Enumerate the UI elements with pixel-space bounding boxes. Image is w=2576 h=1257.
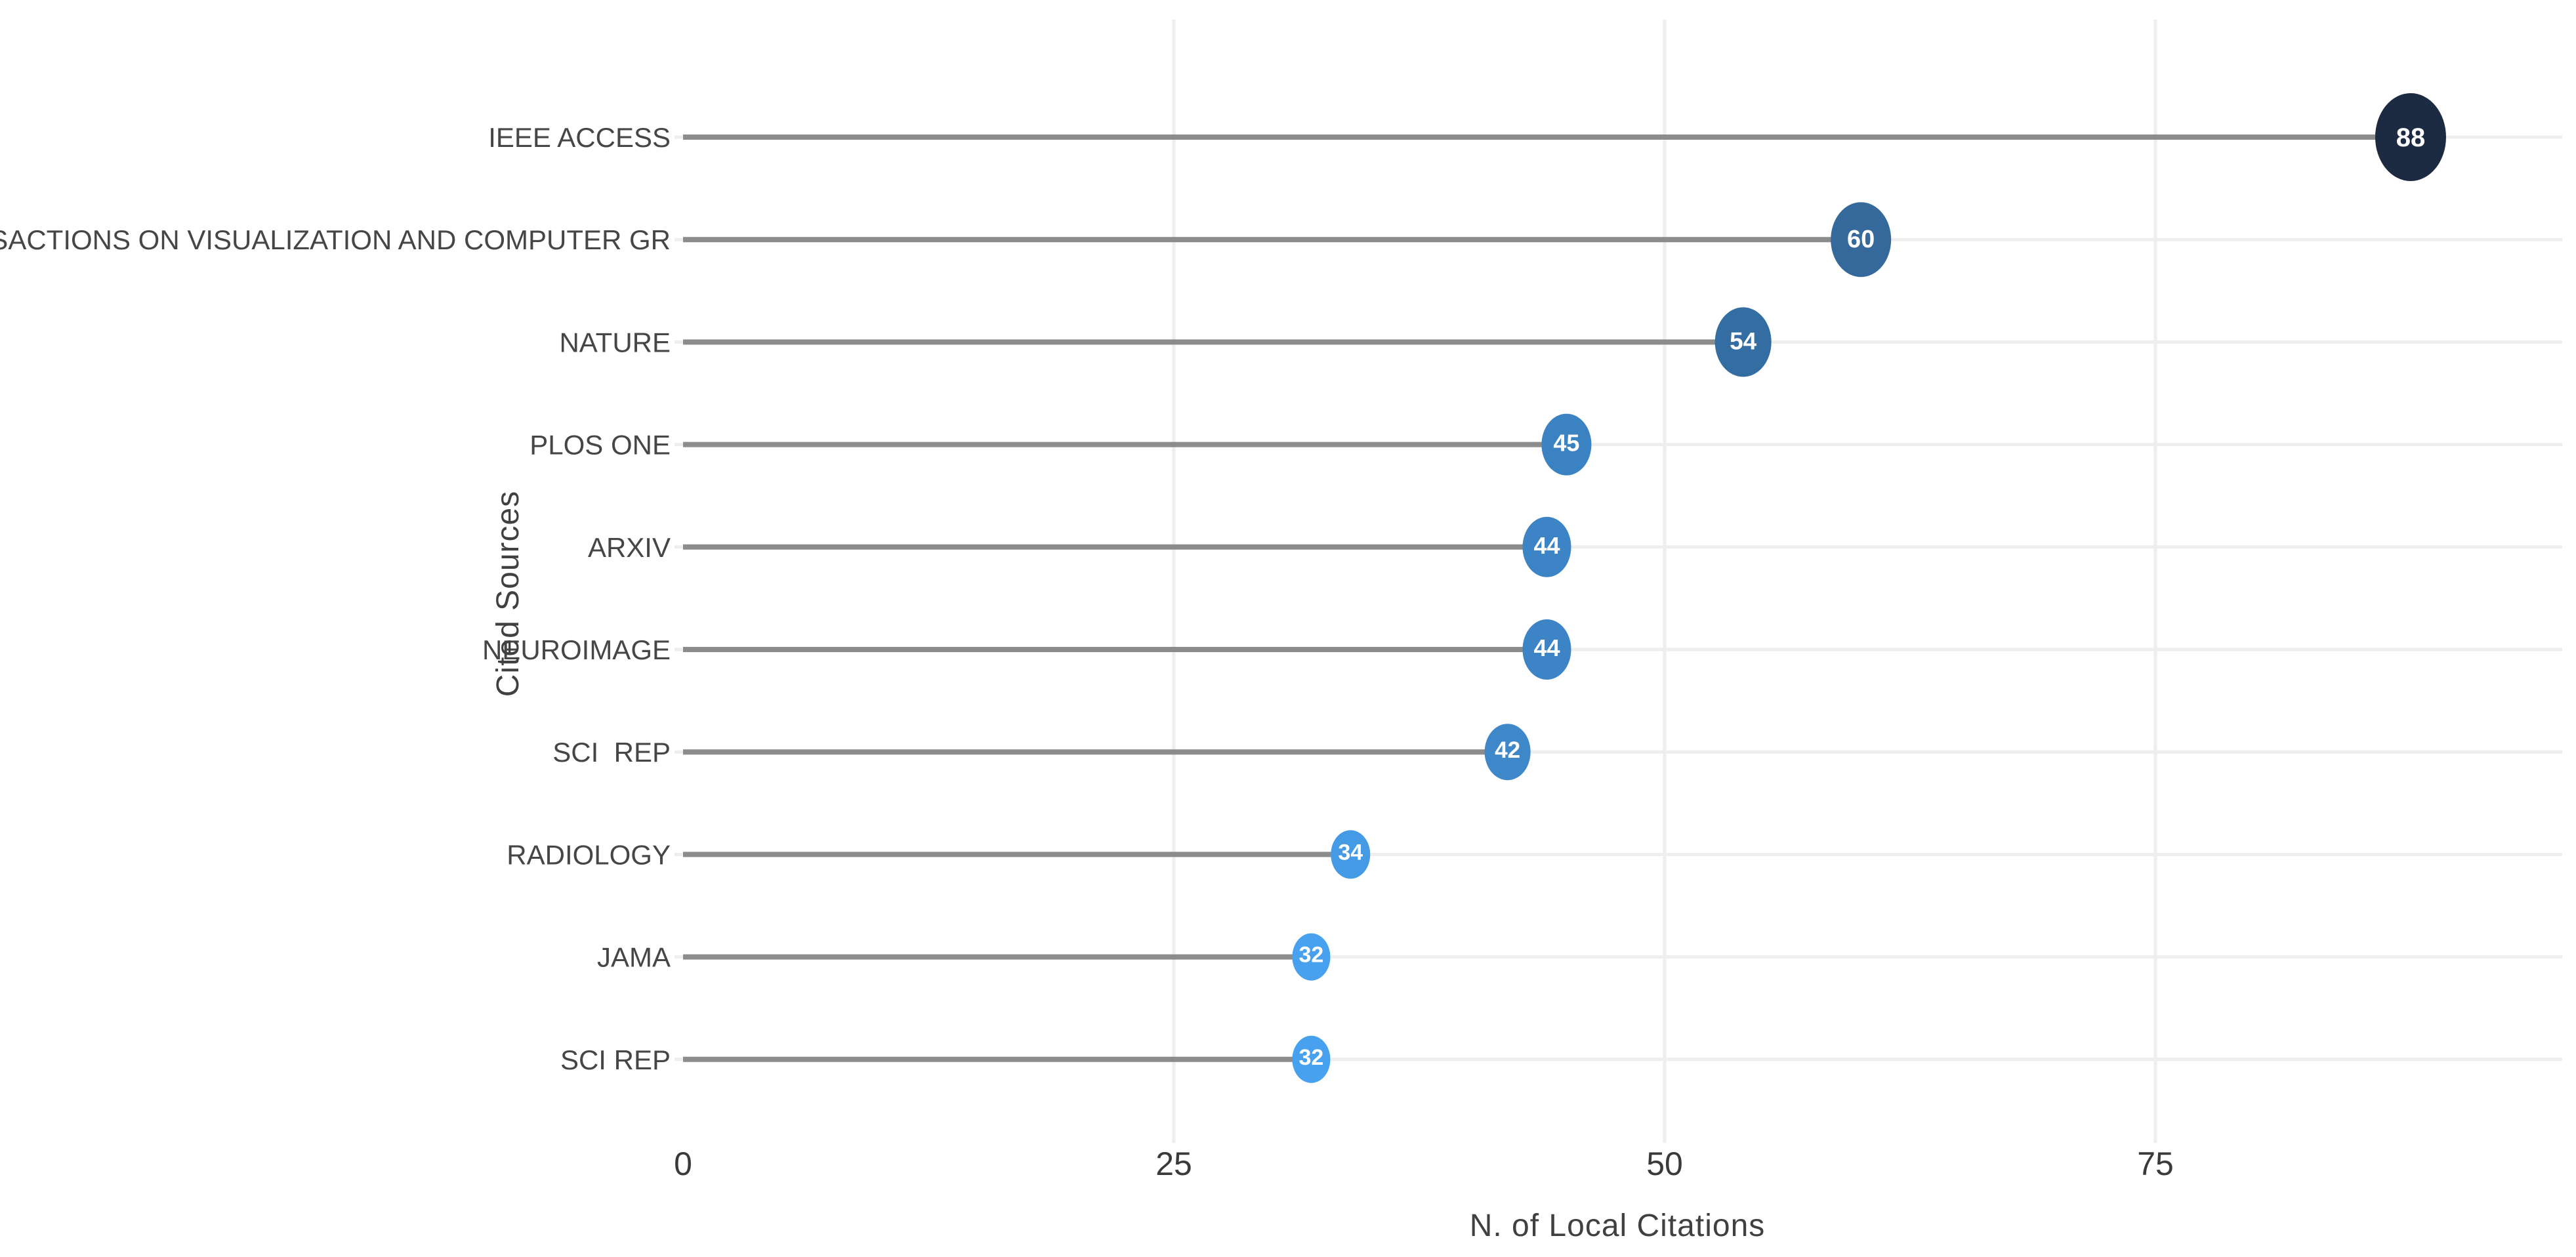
data-point-marker (1484, 724, 1531, 781)
data-point-value-label: 42 (1495, 737, 1520, 763)
data-point-marker (1522, 619, 1571, 680)
grid-layer (675, 20, 2562, 1143)
data-point-value-label: 32 (1299, 1045, 1324, 1070)
category-label: SCI REP (560, 1044, 671, 1075)
data-point-value-label: 60 (1847, 226, 1875, 253)
y-axis-category-labels: IEEE ACCESS IEEE TRANSACTIONS ON VISUALIZ… (0, 122, 671, 1075)
x-axis-title: N. of Local Citations (1470, 1208, 1766, 1243)
x-tick-label: 75 (2137, 1145, 2174, 1182)
data-point-value-label: 44 (1533, 634, 1560, 661)
data-point-value-label: 45 (1553, 430, 1579, 457)
x-tick-label: 0 (674, 1145, 692, 1182)
category-label: NATURE (559, 327, 671, 358)
data-point-marker (1831, 202, 1892, 278)
data-point-value-label: 44 (1533, 532, 1560, 559)
data-point-value-label: 88 (2396, 123, 2426, 152)
category-label: PLOS ONE (530, 430, 671, 461)
x-tick-label: 25 (1155, 1145, 1192, 1182)
data-point-marker (1714, 307, 1772, 377)
category-label: RADIOLOGY (507, 839, 671, 870)
data-point-marker (1522, 516, 1571, 577)
category-label: NEUROIMAGE (482, 634, 671, 665)
data-point-marker (1541, 413, 1592, 476)
x-axis-tick-labels: 0 25 50 75 (674, 1145, 2174, 1182)
marker-layer: 88 60 54 45 44 44 42 34 32 32 (1292, 93, 2446, 1083)
category-label: IEEE ACCESS (488, 122, 671, 153)
stem-layer (683, 134, 2411, 1062)
data-point-marker (1292, 1035, 1331, 1083)
category-label: IEEE TRANSACTIONS ON VISUALIZATION AND C… (0, 224, 671, 255)
category-label: ARXIV (588, 532, 671, 563)
data-point-value-label: 54 (1730, 327, 1757, 354)
data-point-value-label: 34 (1338, 840, 1363, 865)
data-point-marker (1292, 933, 1331, 981)
x-tick-label: 50 (1646, 1145, 1683, 1182)
data-point-marker (1331, 830, 1371, 879)
data-point-marker (2375, 93, 2446, 181)
data-point-value-label: 32 (1299, 943, 1324, 968)
y-axis-title: Cited Sources (491, 491, 526, 697)
category-label: SCI REP (552, 737, 671, 768)
category-label: JAMA (597, 942, 671, 973)
